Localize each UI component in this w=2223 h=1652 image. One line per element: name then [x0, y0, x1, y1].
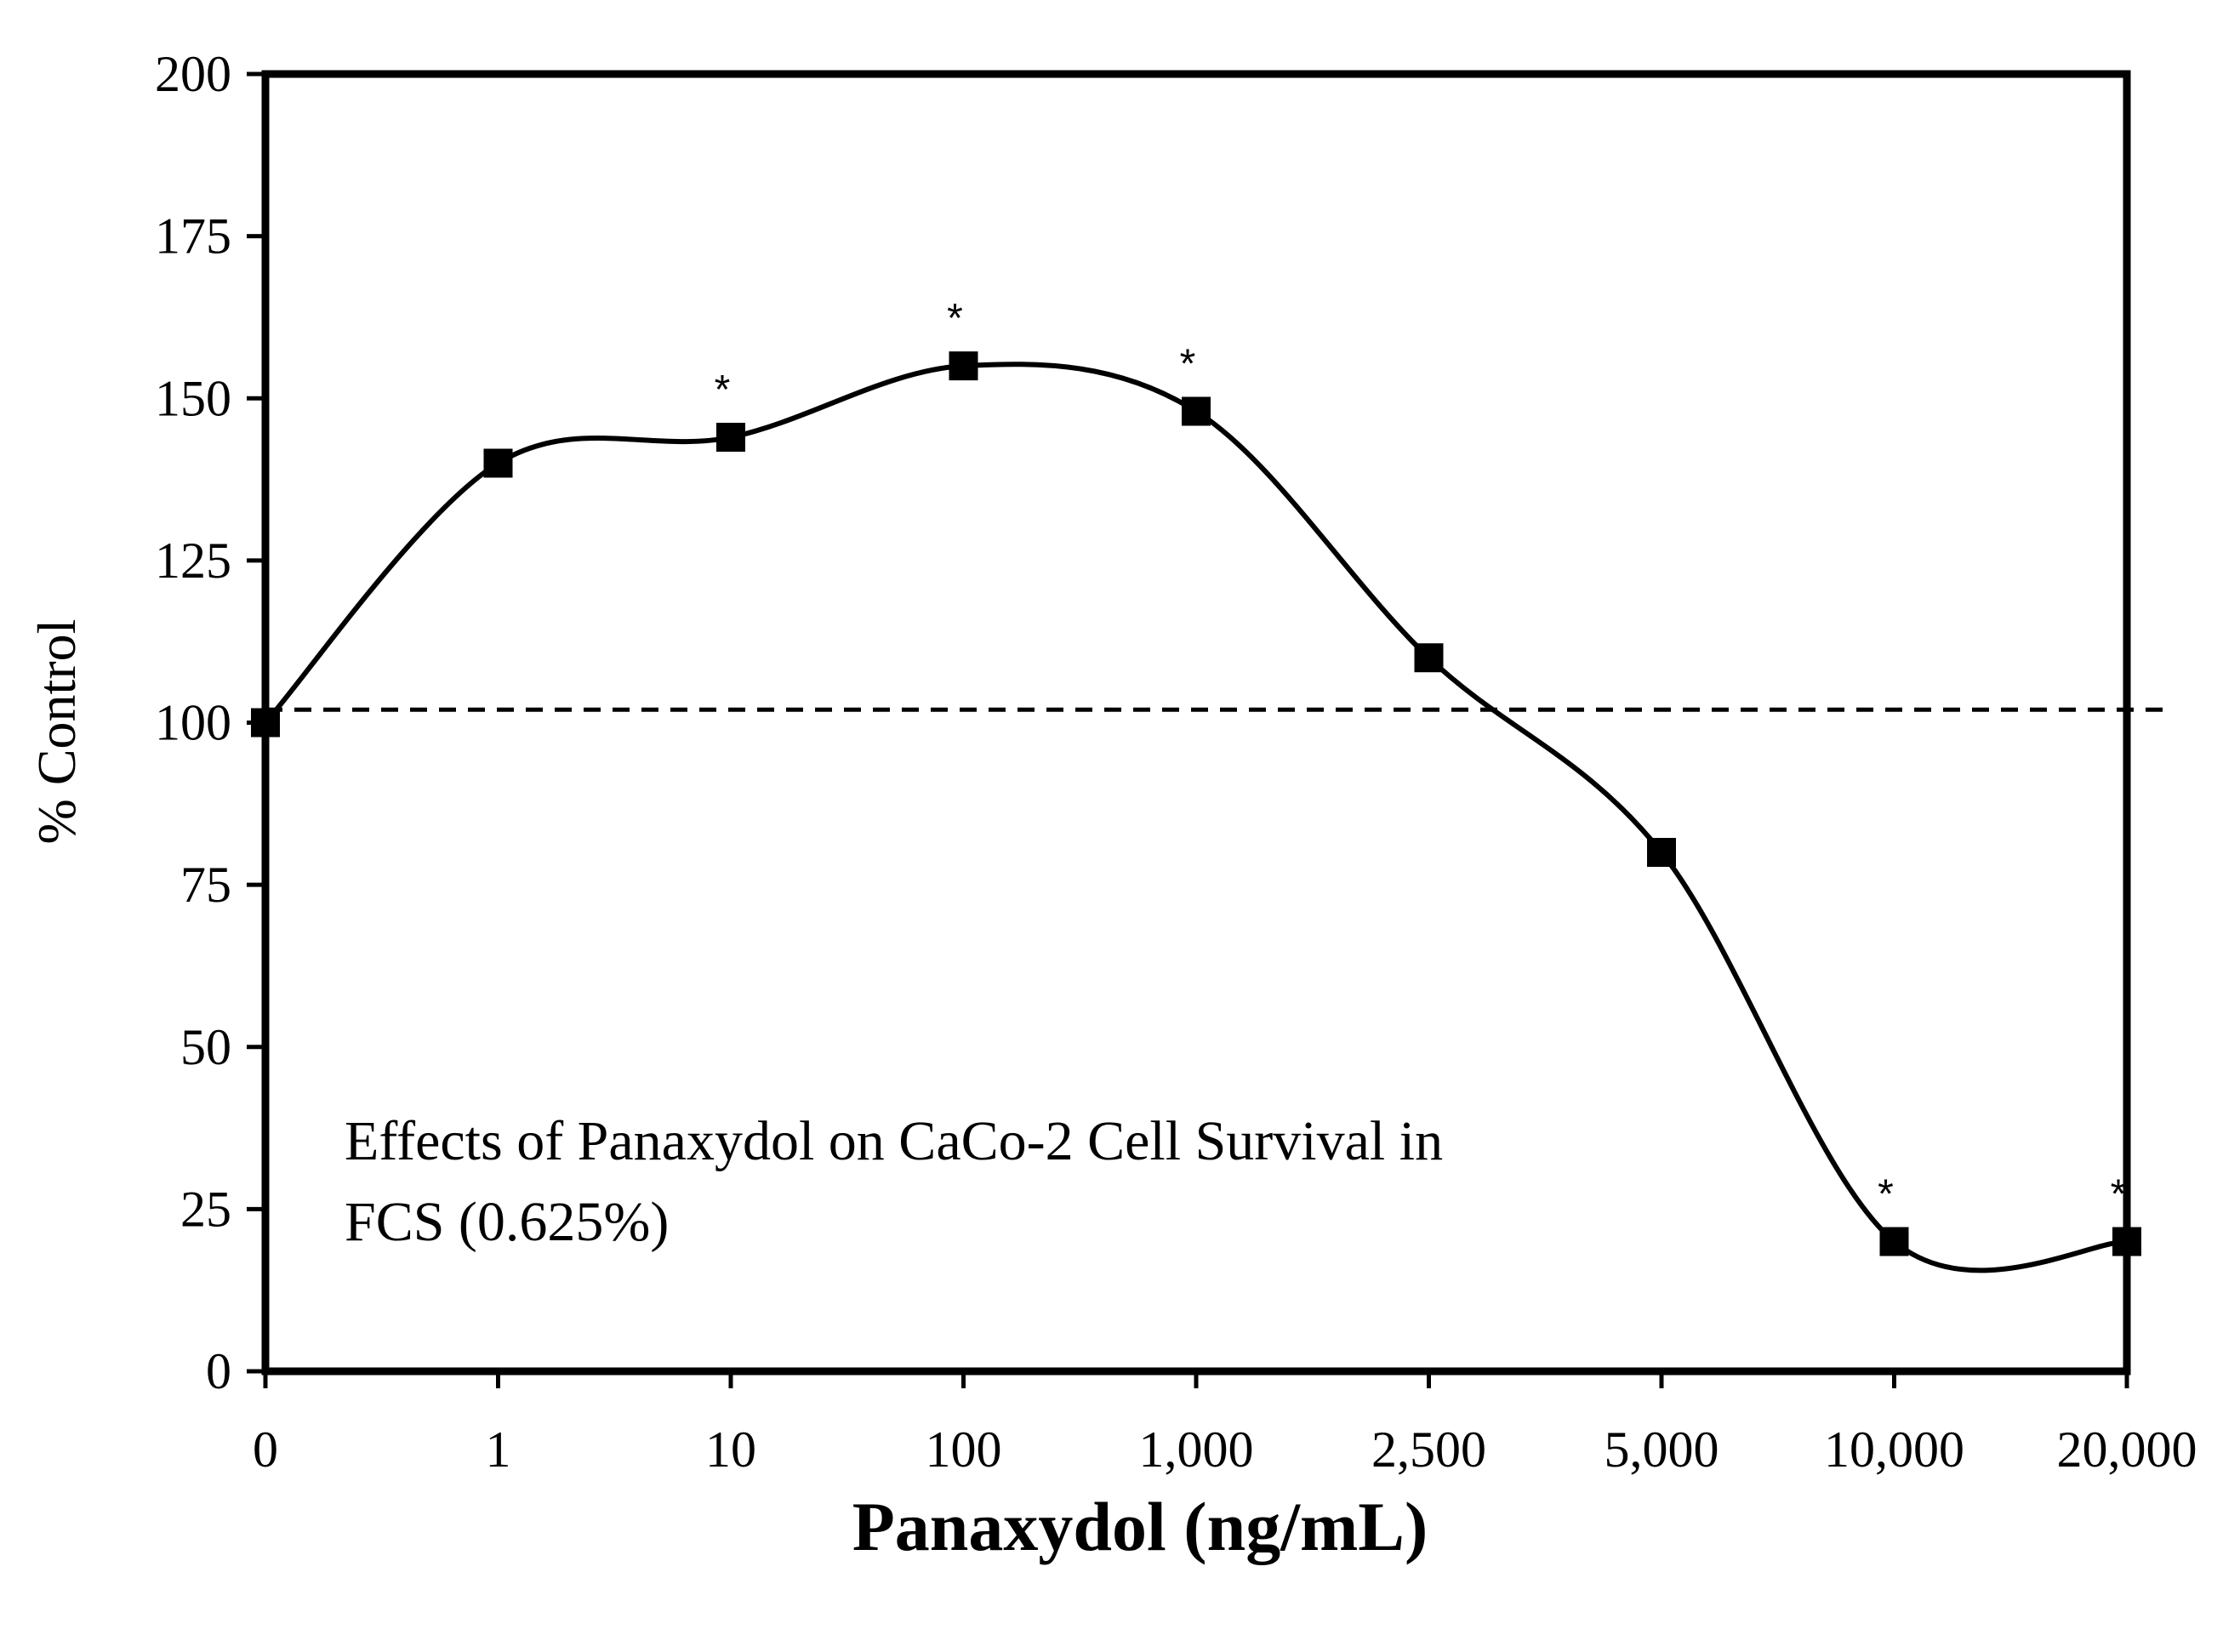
significance-marker: * [2111, 1172, 2127, 1217]
significance-marker: * [715, 367, 731, 413]
y-tick-label: 200 [155, 46, 231, 102]
significance-marker: * [947, 296, 963, 341]
plot-frame [261, 70, 2131, 1376]
data-point-marker [483, 448, 513, 478]
x-tick-label: 20,000 [2057, 1421, 2197, 1478]
y-tick-label: 75 [180, 857, 231, 913]
data-point-marker [716, 423, 745, 452]
x-tick-label: 0 [253, 1421, 278, 1478]
y-tick-label: 100 [155, 695, 231, 751]
x-tick-label: 1 [486, 1421, 511, 1478]
data-point-marker [1182, 396, 1211, 426]
x-tick-label: 1,000 [1139, 1421, 1254, 1478]
x-tick-label: 100 [926, 1421, 1002, 1478]
y-tick-label: 125 [155, 533, 231, 589]
x-tick-label: 5,000 [1605, 1421, 1719, 1478]
data-point-marker [1879, 1227, 1909, 1256]
x-tick-label: 10 [705, 1421, 756, 1478]
x-tick-label: 10,000 [1824, 1421, 1964, 1478]
data-point-marker [1647, 838, 1676, 867]
y-axis: 0 25 50 75 100 125 150 175 200 [155, 46, 265, 1399]
annotation-line-2: FCS (0.625%) [345, 1191, 669, 1253]
y-tick-label: 50 [180, 1019, 231, 1075]
data-point-marker [1414, 643, 1444, 673]
y-tick-label: 25 [180, 1181, 231, 1237]
x-axis: 0 1 10 100 1,000 2,500 5,000 10,000 20,000 [253, 1371, 2197, 1478]
x-tick-label: 2,500 [1371, 1421, 1486, 1478]
y-axis-title: % Control [26, 619, 87, 845]
series-line [263, 362, 2128, 1273]
y-tick-label: 175 [155, 208, 231, 265]
y-tick-label: 0 [206, 1343, 231, 1399]
plot-area: * * * * * [251, 70, 2172, 1376]
x-axis-title: Panaxydol (ng/mL) [852, 1488, 1428, 1565]
y-tick-label: 150 [155, 370, 231, 426]
data-point-marker [2112, 1227, 2141, 1256]
data-point-marker [949, 351, 978, 381]
significance-marker: * [1878, 1172, 1894, 1217]
annotation-line-1: Effects of Panaxydol on CaCo-2 Cell Surv… [345, 1110, 1443, 1172]
significance-marker: * [1180, 342, 1196, 387]
